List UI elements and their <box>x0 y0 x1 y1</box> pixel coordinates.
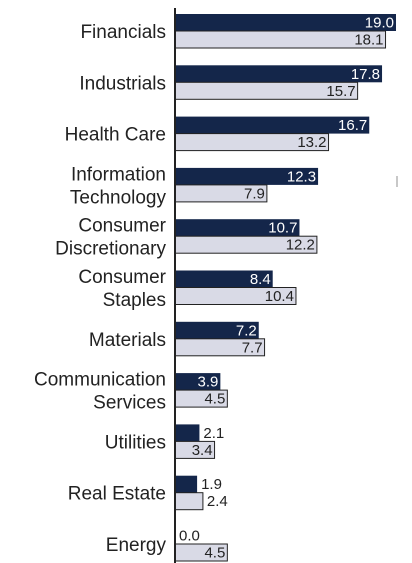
category-label: Materials <box>89 330 166 351</box>
bar-series-1 <box>175 219 300 237</box>
value-label-series-1: 1.9 <box>201 476 222 493</box>
category-label-line: Staples <box>103 290 166 311</box>
value-label-series-2: 3.4 <box>192 442 213 459</box>
value-label-series-1: 2.1 <box>203 425 224 442</box>
value-label-series-2: 10.4 <box>265 288 294 305</box>
category-label: Health Care <box>65 125 166 146</box>
value-label-series-1: 17.8 <box>351 66 380 83</box>
category-label: Industrials <box>79 73 166 94</box>
category-label: Energy <box>106 535 167 556</box>
bar-series-1 <box>175 270 273 288</box>
category-label: Consumer Discretionary <box>55 216 167 260</box>
value-label-series-1: 7.2 <box>236 322 257 339</box>
value-label-series-1: 8.4 <box>250 271 271 288</box>
category-label-line: Financials <box>80 22 166 43</box>
category-label-line: Materials <box>89 330 166 351</box>
value-label-series-1: 19.0 <box>365 15 394 32</box>
bar-series-2 <box>174 492 204 511</box>
category-label-line: Information <box>71 164 166 185</box>
bar-series-1 <box>175 424 200 442</box>
value-label-series-1: 12.3 <box>287 168 316 185</box>
category-label-line: Discretionary <box>55 239 166 260</box>
bar-series-1 <box>175 65 383 83</box>
category-label: Consumer Staples <box>78 267 166 311</box>
bar-series-1 <box>175 116 370 134</box>
bar-series-1 <box>175 321 259 339</box>
value-label-series-2: 4.5 <box>204 545 225 562</box>
category-label-line: Consumer <box>78 267 166 288</box>
value-label-series-1: 0.0 <box>179 528 200 545</box>
value-label-series-1: 16.7 <box>338 117 367 134</box>
category-label-line: Services <box>93 393 166 414</box>
category-label-line: Utilities <box>105 432 166 453</box>
bar-series-1 <box>175 167 319 185</box>
bar-series-1 <box>175 475 198 493</box>
category-label: Information Technology <box>70 164 167 208</box>
value-label-series-1: 3.9 <box>198 374 219 391</box>
edge-mark <box>396 176 398 187</box>
value-label-series-2: 4.5 <box>204 391 225 408</box>
bar-series-1 <box>175 14 396 31</box>
value-label-series-2: 7.7 <box>242 339 263 356</box>
category-label-line: Energy <box>106 535 167 556</box>
category-label-line: Technology <box>70 187 167 208</box>
value-label-series-2: 18.1 <box>354 32 383 49</box>
value-label-series-2: 2.4 <box>207 493 228 510</box>
category-label: Communication Services <box>34 370 166 414</box>
value-label-series-2: 7.9 <box>244 185 265 202</box>
category-label: Real Estate <box>68 484 166 505</box>
category-label-line: Industrials <box>79 73 166 94</box>
category-label: Financials <box>80 22 166 43</box>
value-label-series-1: 10.7 <box>268 220 297 237</box>
bar-series-1 <box>175 373 221 391</box>
category-label: Utilities <box>105 432 166 453</box>
category-label-line: Health Care <box>65 125 166 146</box>
category-label-line: Communication <box>34 370 166 391</box>
category-label-line: Consumer <box>78 216 166 237</box>
category-label-line: Real Estate <box>68 484 166 505</box>
value-label-series-2: 13.2 <box>297 134 326 151</box>
value-label-series-2: 12.2 <box>286 237 315 254</box>
value-label-series-2: 15.7 <box>326 83 355 100</box>
